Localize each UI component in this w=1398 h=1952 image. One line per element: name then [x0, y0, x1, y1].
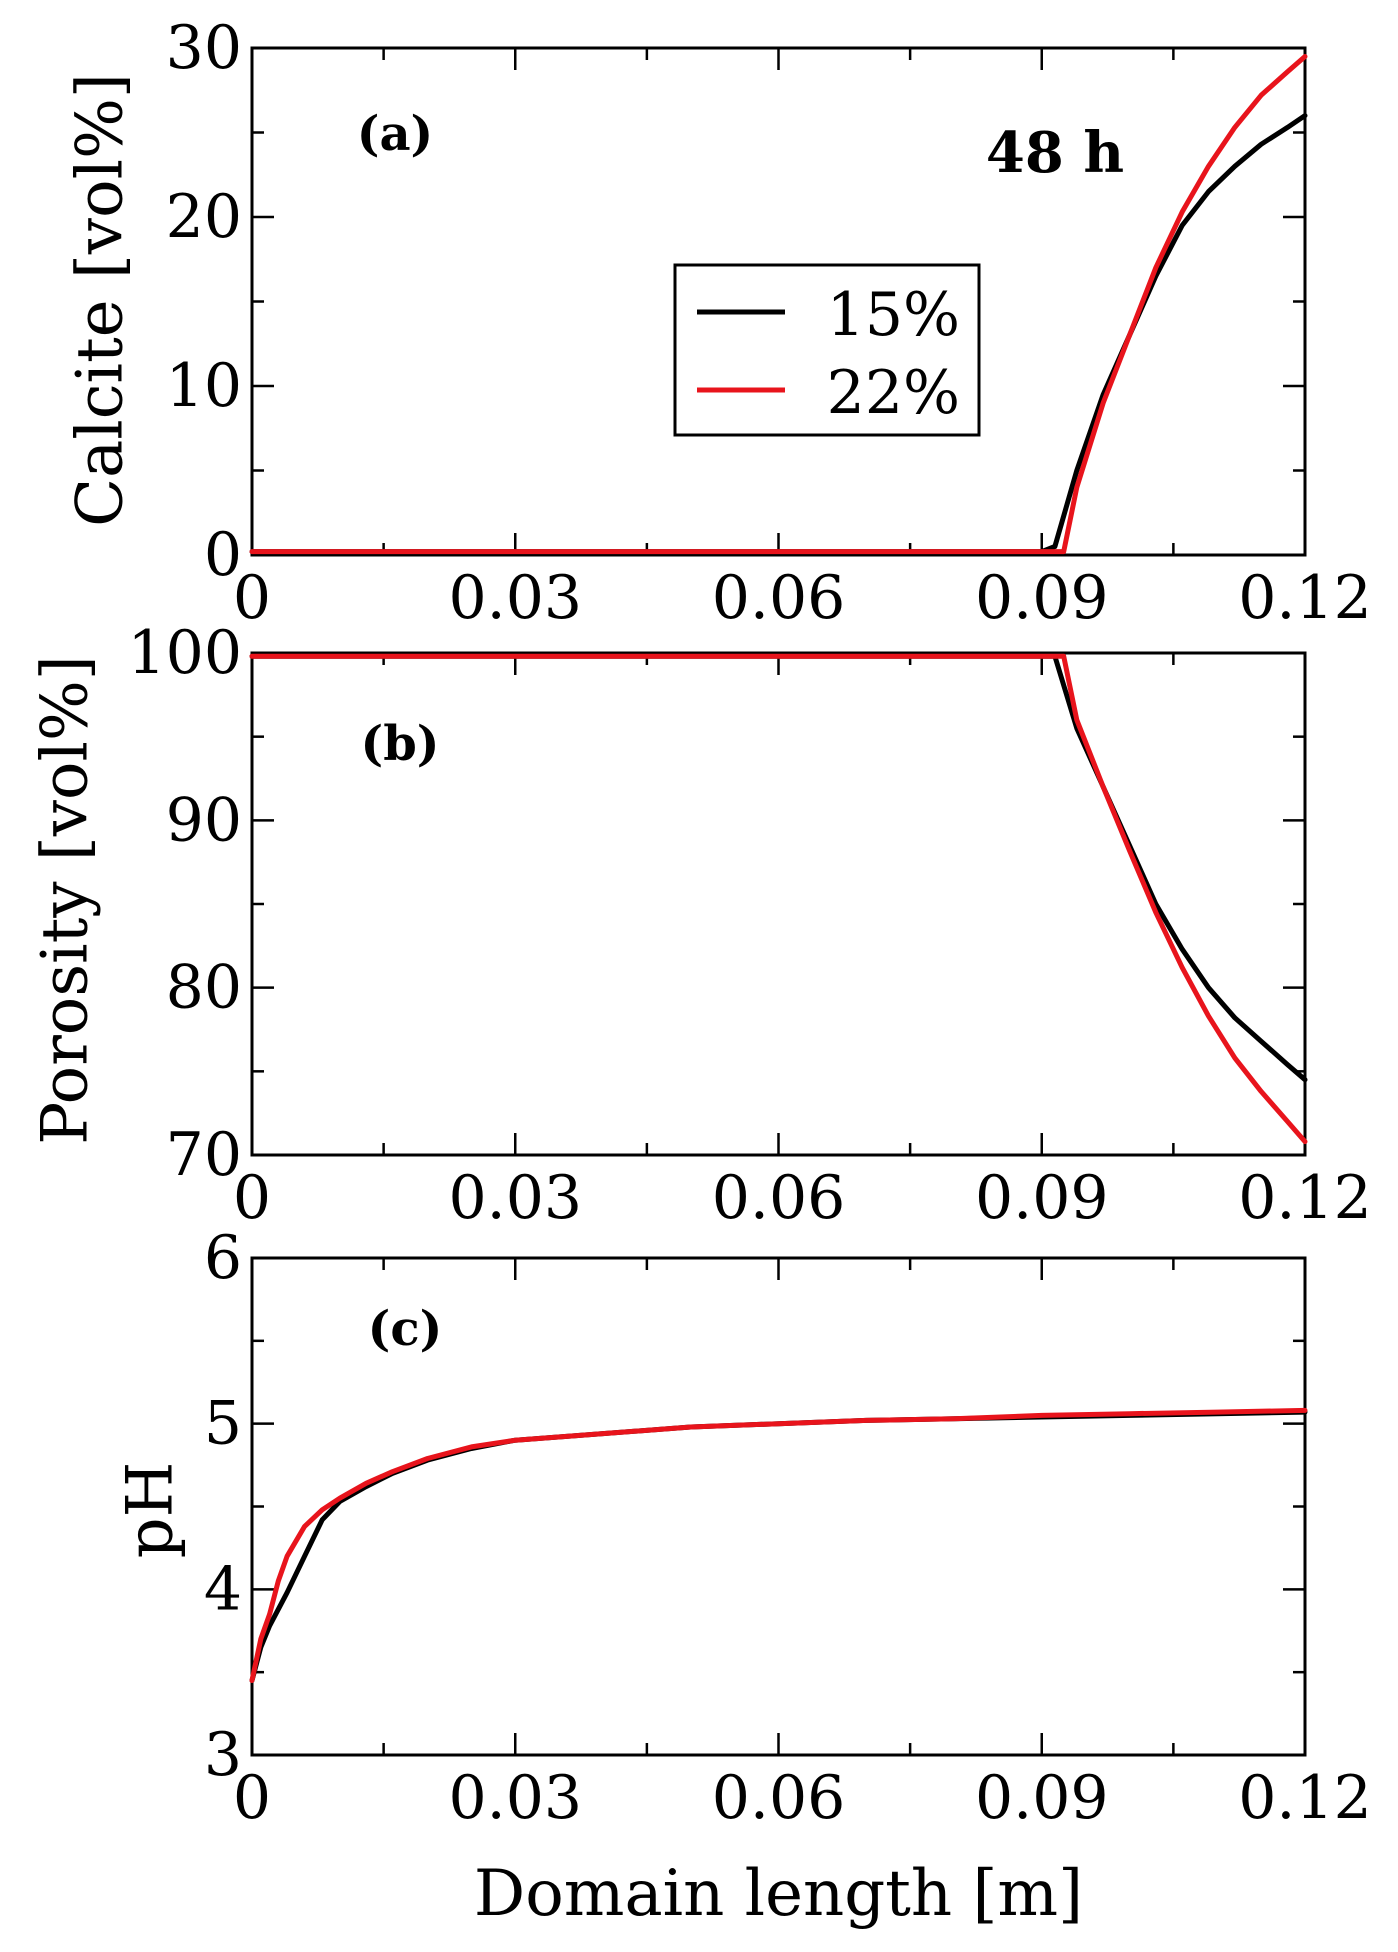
y-tick-label: 90	[166, 785, 242, 855]
x-tick-label: 0.06	[712, 563, 846, 633]
y-tick-labels: 3 4 5 6	[204, 1223, 242, 1790]
y-tick-label: 80	[166, 953, 242, 1023]
series-line-22pct	[249, 54, 1308, 555]
x-tick-labels: 0 0.03 0.06 0.09 0.12	[233, 563, 1372, 633]
series-line-15pct	[249, 113, 1308, 555]
porosity-panel: 0 0.03 0.06 0.09 0.12 70 80 90 100 Porosity [vo…	[29, 618, 1372, 1233]
series-line-22pct	[249, 653, 1308, 1145]
legend-label-15: 15%	[827, 280, 960, 350]
y-tick-label: 30	[166, 13, 242, 83]
time-annotation: 48 h	[986, 120, 1124, 186]
y-tick-label: 70	[166, 1120, 242, 1190]
x-tick-label: 0.09	[975, 563, 1109, 633]
x-axis-title: Domain length [m]	[474, 1857, 1083, 1931]
legend-label-22: 22%	[827, 358, 960, 428]
y-tick-label: 6	[204, 1223, 242, 1293]
y-tick-labels: 0 10 20 30	[166, 13, 242, 590]
series-lines	[249, 1407, 1308, 1683]
panel-label: (b)	[361, 716, 440, 772]
y-tick-label: 20	[166, 182, 242, 252]
y-tick-label: 3	[204, 1720, 242, 1790]
y-axis-title: pH	[114, 1462, 188, 1559]
panel-label: (a)	[357, 106, 434, 162]
x-tick-label: 0.03	[448, 1163, 582, 1233]
y-tick-label: 100	[127, 618, 242, 688]
series-lines	[249, 54, 1308, 555]
tick-marks	[250, 1256, 1307, 1757]
x-tick-labels: 0 0.03 0.06 0.09 0.12	[233, 1163, 1372, 1233]
x-tick-label: 0.12	[1238, 1763, 1372, 1833]
y-tick-label: 10	[166, 351, 242, 421]
legend: 15% 22%	[673, 263, 981, 437]
x-tick-labels: 0 0.03 0.06 0.09 0.12	[233, 1763, 1372, 1833]
x-tick-label: 0	[233, 563, 271, 633]
x-tick-label: 0.03	[448, 1763, 582, 1833]
series-lines	[249, 653, 1308, 1145]
legend-box	[673, 263, 981, 437]
y-axis-title: Porosity [vol%]	[29, 655, 103, 1145]
y-tick-label: 5	[204, 1389, 242, 1459]
x-tick-label: 0.03	[448, 563, 582, 633]
y-tick-label: 4	[204, 1554, 242, 1624]
y-tick-label: 0	[204, 520, 242, 590]
x-tick-label: 0.06	[712, 1763, 846, 1833]
calcite-panel: 0 0.03 0.06 0.09 0.12 0 10 20 30 Calcite [vol%]…	[64, 13, 1372, 633]
x-tick-label: 0.12	[1238, 1163, 1372, 1233]
x-tick-label: 0	[233, 1163, 271, 1233]
ph-panel: 0 0.03 0.06 0.09 0.12 3 4 5 6 pH (c) Domain len…	[114, 1223, 1372, 1931]
series-line-15pct	[249, 653, 1308, 1083]
y-axis-title: Calcite [vol%]	[64, 73, 138, 527]
x-tick-label: 0.09	[975, 1163, 1109, 1233]
y-tick-labels: 70 80 90 100	[127, 618, 242, 1190]
x-tick-label: 0.09	[975, 1763, 1109, 1833]
series-line-22pct	[249, 1407, 1308, 1683]
x-tick-label: 0	[233, 1763, 271, 1833]
panel-label: (c)	[368, 1301, 443, 1357]
x-tick-label: 0.06	[712, 1163, 846, 1233]
x-tick-label: 0.12	[1238, 563, 1372, 633]
